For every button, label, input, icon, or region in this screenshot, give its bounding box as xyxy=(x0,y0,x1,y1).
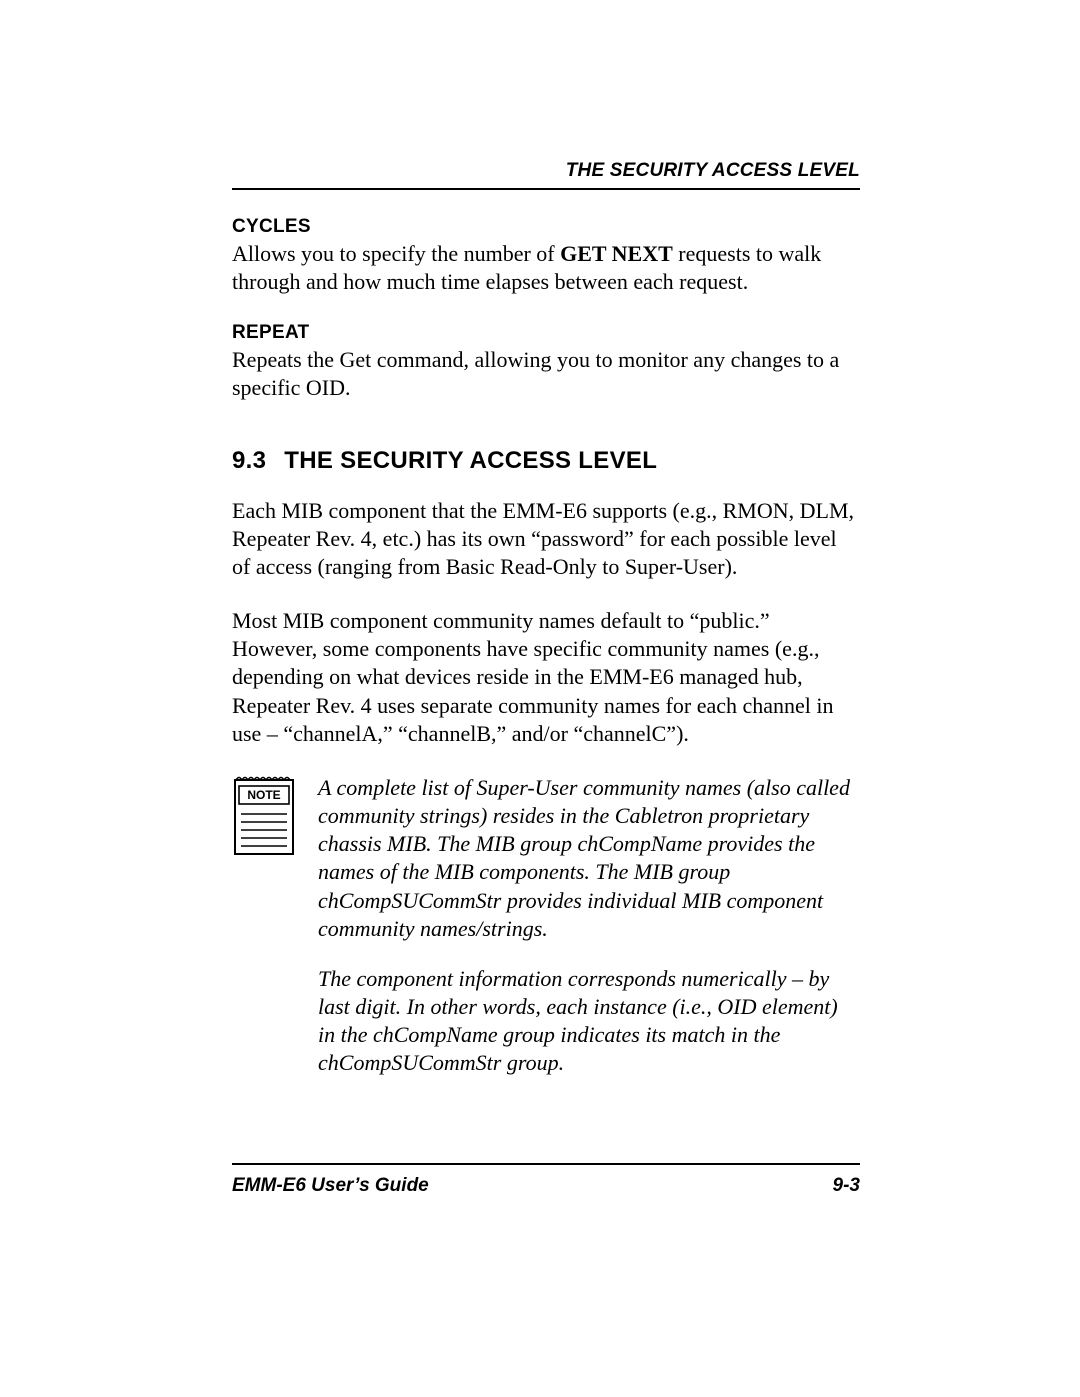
note-para-2: The component information corresponds nu… xyxy=(318,965,860,1078)
main-para-2: Most MIB component community names defau… xyxy=(232,607,860,748)
section-title: 9.3 THE SECURITY ACCESS LEVEL xyxy=(232,447,860,475)
repeat-heading: REPEAT xyxy=(232,322,860,344)
cycles-paragraph: Allows you to specify the number of GET … xyxy=(232,240,860,296)
section-title-text: THE SECURITY ACCESS LEVEL xyxy=(284,447,657,474)
footer-left: EMM-E6 User’s Guide xyxy=(232,1175,429,1197)
note-label: NOTE xyxy=(247,788,280,802)
note-para-1: A complete list of Super-User community … xyxy=(318,774,860,943)
header-rule xyxy=(232,188,860,190)
page-footer: EMM-E6 User’s Guide 9-3 xyxy=(232,1163,860,1197)
cycles-heading: CYCLES xyxy=(232,216,860,238)
note-icon: NOTE xyxy=(232,774,296,863)
cycles-text-before: Allows you to specify the number of xyxy=(232,241,560,266)
note-block: NOTE A complete list of Super-User commu… xyxy=(232,774,860,1100)
footer-right: 9-3 xyxy=(833,1175,860,1197)
running-header: THE SECURITY ACCESS LEVEL xyxy=(232,160,860,182)
section-number: 9.3 xyxy=(232,447,266,474)
repeat-paragraph: Repeats the Get command, allowing you to… xyxy=(232,346,860,402)
cycles-bold-term: GET NEXT xyxy=(560,241,673,266)
note-text: A complete list of Super-User community … xyxy=(318,774,860,1100)
main-para-1: Each MIB component that the EMM-E6 suppo… xyxy=(232,497,860,581)
document-page: THE SECURITY ACCESS LEVEL CYCLES Allows … xyxy=(0,0,1080,1099)
